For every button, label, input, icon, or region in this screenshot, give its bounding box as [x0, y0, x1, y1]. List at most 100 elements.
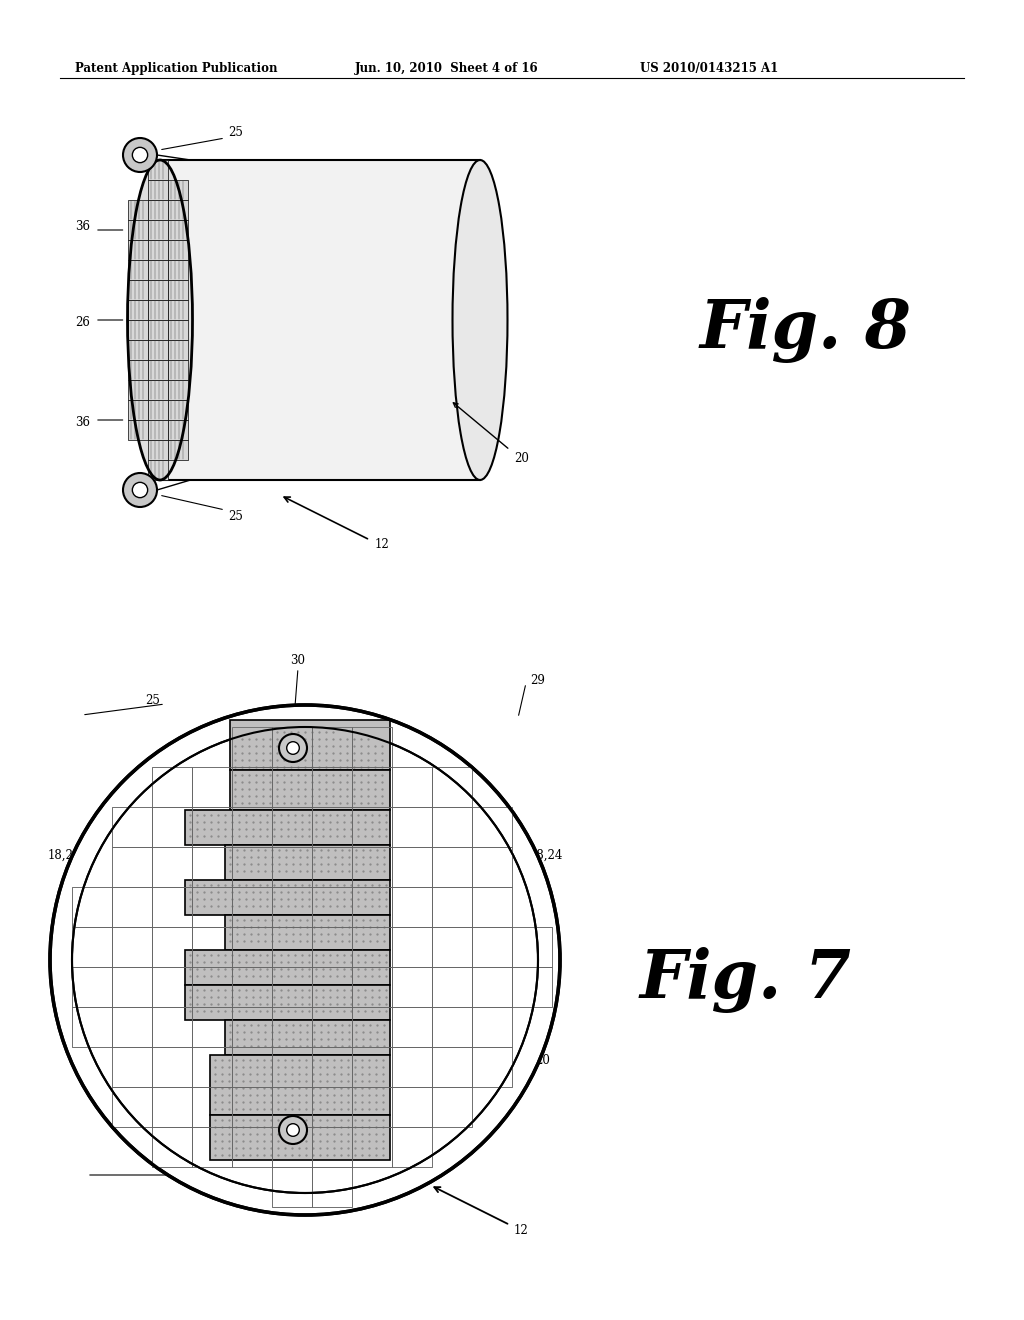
Bar [432, 847, 472, 887]
Bar [352, 927, 392, 968]
Bar [232, 1086, 272, 1127]
Bar [152, 767, 193, 807]
Bar [432, 807, 472, 847]
Bar [193, 968, 232, 1007]
Bar [210, 1115, 390, 1160]
Bar [272, 927, 312, 968]
Bar [232, 1086, 272, 1127]
Bar [472, 1007, 512, 1047]
Circle shape [132, 482, 147, 498]
Bar [168, 341, 187, 360]
Bar [168, 400, 187, 420]
Bar [152, 968, 193, 1007]
Bar [72, 887, 112, 927]
Bar [352, 727, 392, 767]
Bar [232, 1007, 272, 1047]
Bar [432, 1007, 472, 1047]
Bar [272, 968, 312, 1007]
Bar [312, 1167, 352, 1206]
Bar [352, 1086, 392, 1127]
Bar [432, 767, 472, 807]
Bar [193, 1007, 232, 1047]
Bar [152, 887, 193, 927]
Bar [392, 767, 432, 807]
Bar [168, 220, 187, 240]
Bar [432, 887, 472, 927]
Bar [168, 260, 187, 280]
Circle shape [123, 473, 157, 507]
Bar [432, 1086, 472, 1127]
Bar [112, 927, 152, 968]
Bar [432, 887, 472, 927]
Bar [152, 1007, 193, 1047]
Bar [128, 400, 147, 420]
Bar [232, 807, 272, 847]
Bar [352, 887, 392, 927]
Bar [432, 847, 472, 887]
Bar [225, 845, 390, 880]
Bar [352, 1047, 392, 1086]
Bar [193, 1007, 232, 1047]
Bar [352, 927, 392, 968]
Bar [472, 1047, 512, 1086]
Bar [392, 1007, 432, 1047]
Circle shape [279, 734, 307, 762]
Bar [230, 770, 390, 810]
Bar [352, 767, 392, 807]
Text: 18,24: 18,24 [530, 849, 563, 862]
Bar [168, 180, 187, 201]
Bar [168, 319, 187, 341]
Bar [272, 1047, 312, 1086]
Bar [272, 1167, 312, 1206]
Bar [152, 887, 193, 927]
Bar [472, 807, 512, 847]
Bar [160, 160, 480, 480]
Bar [147, 319, 168, 341]
Bar [392, 807, 432, 847]
Bar [112, 887, 152, 927]
Bar [472, 807, 512, 847]
Bar [112, 1007, 152, 1047]
Text: 26: 26 [75, 317, 90, 330]
Bar [432, 968, 472, 1007]
Bar [147, 440, 168, 459]
Text: 25: 25 [228, 510, 243, 523]
Bar [147, 360, 168, 380]
Bar [512, 927, 552, 968]
Bar [232, 968, 272, 1007]
Bar [352, 767, 392, 807]
Bar [112, 1086, 152, 1127]
Bar [193, 1047, 232, 1086]
Bar [147, 220, 168, 240]
Bar [272, 1007, 312, 1047]
Circle shape [132, 148, 147, 162]
Bar [272, 847, 312, 887]
Bar [392, 847, 432, 887]
Bar [392, 887, 432, 927]
Bar [193, 1127, 232, 1167]
Bar [147, 280, 168, 300]
Bar [312, 1167, 352, 1206]
Bar [152, 1007, 193, 1047]
Bar [128, 420, 147, 440]
Bar [312, 807, 352, 847]
Bar [193, 767, 232, 807]
Bar [147, 240, 168, 260]
Bar [112, 1086, 152, 1127]
Text: US 2010/0143215 A1: US 2010/0143215 A1 [640, 62, 778, 75]
Bar [112, 1047, 152, 1086]
Bar [432, 1086, 472, 1127]
Bar [272, 887, 312, 927]
Bar [432, 968, 472, 1007]
Circle shape [50, 705, 560, 1214]
Bar [352, 727, 392, 767]
Bar [272, 1086, 312, 1127]
Bar [472, 968, 512, 1007]
Bar [152, 927, 193, 968]
Bar [472, 847, 512, 887]
Bar [232, 927, 272, 968]
Bar [225, 915, 390, 950]
Bar [312, 1007, 352, 1047]
Bar [128, 240, 147, 260]
Bar [152, 1127, 193, 1167]
